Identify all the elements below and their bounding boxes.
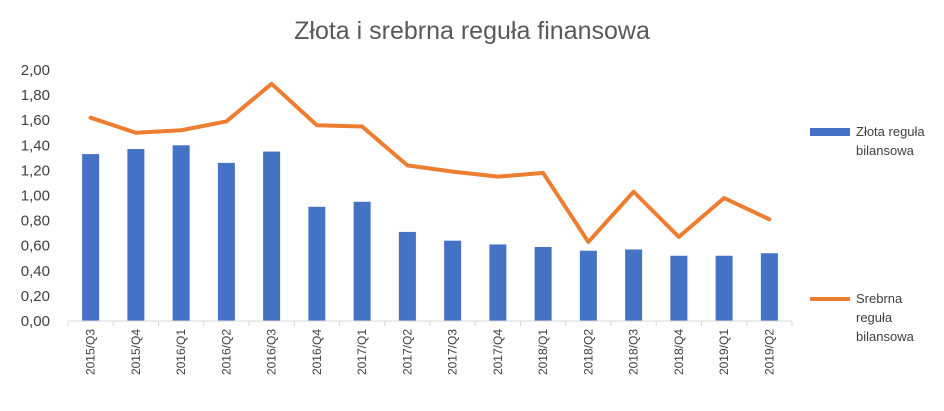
bar: [670, 255, 688, 321]
x-tick-label: 2017/Q2: [400, 329, 414, 375]
bar: [444, 240, 462, 321]
bar: [715, 255, 733, 321]
y-tick-label: 1,60: [21, 112, 50, 129]
line-series: [88, 81, 772, 244]
y-tick-label: 0,40: [21, 263, 50, 280]
bar: [534, 246, 552, 321]
x-tick-label: 2019/Q2: [762, 329, 776, 375]
y-tick-label: 2,00: [21, 62, 50, 79]
x-tick-label: 2017/Q1: [355, 329, 369, 375]
y-tick-label: 1,80: [21, 87, 50, 104]
x-tick-label: 2018/Q4: [672, 329, 686, 375]
legend-label: Złota reguła: [856, 124, 925, 139]
x-tick-label: 2016/Q3: [265, 329, 279, 375]
y-tick-label: 1,20: [21, 162, 50, 179]
x-tick-label: 2018/Q3: [627, 329, 641, 375]
chart-title: Złota i srebrna reguła finansowa: [294, 17, 650, 45]
y-tick-label: 0,80: [21, 213, 50, 230]
y-tick-label: 1,40: [21, 137, 50, 154]
x-axis-ticks: 2015/Q3 2015/Q4 2016/Q1 2016/Q2 2016/Q3 2016/…: [67, 321, 793, 375]
bar: [127, 149, 145, 321]
bar: [579, 250, 597, 321]
series-line: [88, 81, 772, 244]
x-tick-label: 2018/Q1: [536, 329, 550, 375]
x-tick-label: 2015/Q3: [84, 329, 98, 375]
x-tick-label: 2017/Q4: [491, 329, 505, 375]
legend-label: Srebrna: [856, 291, 903, 306]
bar: [625, 249, 643, 321]
x-tick-label: 2017/Q3: [446, 329, 460, 375]
x-tick-label: 2016/Q1: [174, 329, 188, 375]
bar: [263, 151, 281, 321]
bar: [398, 231, 416, 321]
x-tick-label: 2018/Q2: [581, 329, 595, 375]
bar: [217, 162, 235, 321]
x-tick-label: 2016/Q2: [219, 329, 233, 375]
bar: [353, 201, 371, 321]
bar: [760, 253, 778, 321]
x-tick-label: 2016/Q4: [310, 329, 324, 375]
bar: [172, 145, 190, 321]
y-tick-label: 0,00: [21, 313, 50, 330]
y-tick-label: 0,20: [21, 288, 50, 305]
y-axis-ticks: 0,00 0,20 0,40 0,60 0,80 1,00 1,20 1,40 1,60 1,80…: [21, 62, 50, 330]
legend: Złota reguła bilansowa Srebrna reguła bilans…: [810, 124, 925, 344]
bar: [489, 244, 507, 321]
x-tick-label: 2015/Q4: [129, 329, 143, 375]
legend-label: bilansowa: [856, 329, 915, 344]
legend-label: bilansowa: [856, 143, 915, 158]
y-tick-label: 0,60: [21, 238, 50, 255]
bar-series: [82, 145, 778, 321]
x-tick-label: 2019/Q1: [717, 329, 731, 375]
y-tick-label: 1,00: [21, 188, 50, 205]
bar: [308, 206, 326, 321]
legend-swatch-bar: [810, 128, 850, 136]
bar: [82, 154, 100, 321]
legend-label: reguła: [856, 310, 893, 325]
